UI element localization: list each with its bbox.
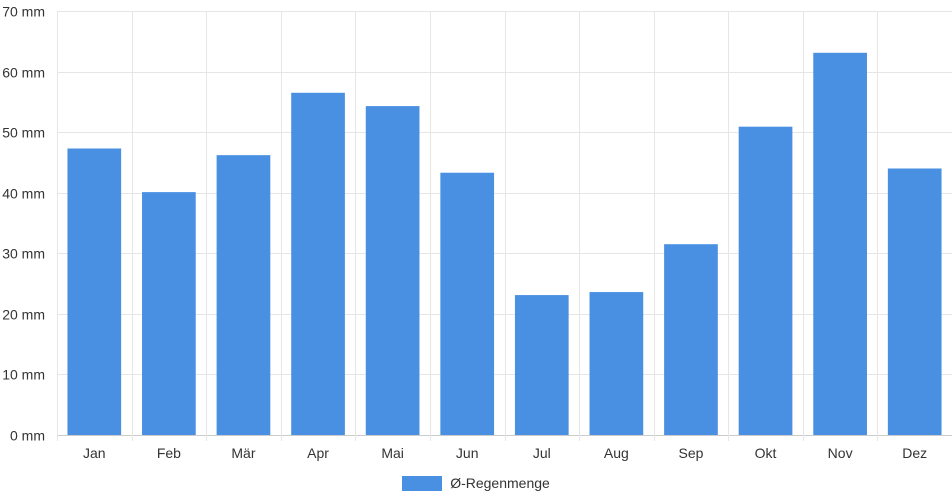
y-tick-label: 20 mm: [2, 307, 45, 323]
bar[interactable]: [813, 52, 867, 436]
x-tick-label: Jan: [83, 445, 106, 461]
grid-lines: [57, 11, 952, 441]
legend[interactable]: Ø-Regenmenge: [0, 472, 952, 494]
legend-label: Ø-Regenmenge: [450, 475, 550, 491]
x-tick-label: Mai: [381, 445, 404, 461]
bar[interactable]: [738, 126, 793, 435]
x-tick-label: Apr: [307, 445, 329, 461]
bar[interactable]: [67, 148, 122, 436]
bar[interactable]: [440, 172, 495, 435]
y-axis: 0 mm 10 mm 20 mm 30 mm 40 mm 50 mm 60 mm 70 mm: [2, 4, 45, 444]
x-tick-label: Dez: [902, 445, 927, 461]
x-tick-label: Sep: [678, 445, 703, 461]
bars: [67, 52, 942, 436]
x-axis: Jan Feb Mär Apr Mai Jun Jul Aug Sep Okt Nov Dez: [83, 445, 927, 461]
y-tick-label: 10 mm: [2, 367, 45, 383]
bar[interactable]: [664, 244, 718, 435]
bar[interactable]: [589, 292, 644, 435]
y-tick-label: 50 mm: [2, 125, 45, 141]
bar[interactable]: [514, 295, 569, 435]
x-tick-label: Feb: [157, 445, 181, 461]
legend-swatch: [402, 475, 443, 491]
x-tick-label: Aug: [604, 445, 629, 461]
x-tick-label: Nov: [828, 445, 853, 461]
x-tick-label: Mär: [231, 445, 255, 461]
bar[interactable]: [142, 192, 196, 435]
x-tick-label: Jul: [533, 445, 551, 461]
y-tick-label: 70 mm: [2, 4, 45, 20]
bar[interactable]: [887, 168, 942, 435]
bar[interactable]: [291, 92, 345, 436]
x-tick-label: Jun: [456, 445, 479, 461]
x-tick-label: Okt: [755, 445, 777, 461]
bar[interactable]: [216, 155, 271, 435]
y-tick-label: 60 mm: [2, 65, 45, 81]
y-tick-label: 30 mm: [2, 246, 45, 262]
bar[interactable]: [365, 106, 420, 436]
y-tick-label: 40 mm: [2, 186, 45, 202]
y-tick-label: 0 mm: [10, 428, 45, 444]
